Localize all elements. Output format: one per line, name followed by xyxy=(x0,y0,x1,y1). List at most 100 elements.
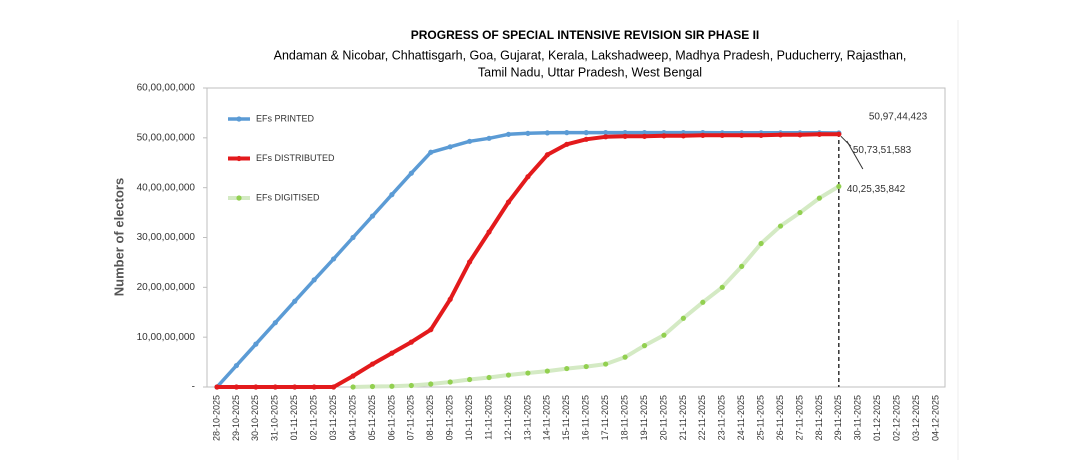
x-tick-label: 06-11-2025 xyxy=(386,395,396,440)
data-point xyxy=(350,384,356,390)
data-point xyxy=(719,284,725,290)
x-tick-label: 20-11-2025 xyxy=(658,395,668,440)
chart-subtitle: Andaman & Nicobar, Chhattisgarh, Goa, Gu… xyxy=(274,48,907,62)
x-tick-label: 21-11-2025 xyxy=(678,395,688,440)
data-point xyxy=(505,199,512,205)
data-point xyxy=(447,144,453,150)
x-tick-label: 01-12-2025 xyxy=(872,395,882,441)
data-point xyxy=(447,296,453,302)
x-tick-label: 17-11-2025 xyxy=(600,395,610,440)
data-point xyxy=(583,130,589,136)
data-point xyxy=(797,132,803,138)
x-tick-label: 24-11-2025 xyxy=(736,395,746,440)
x-tick-label: 01-11-2025 xyxy=(289,395,299,440)
x-tick-label: 03-12-2025 xyxy=(911,395,921,441)
data-point xyxy=(622,133,628,139)
data-point xyxy=(544,130,550,136)
x-tick-label: 28-10-2025 xyxy=(211,395,221,441)
x-tick-label: 13-11-2025 xyxy=(522,395,532,440)
legend-marker xyxy=(236,195,242,201)
x-tick-label: 07-11-2025 xyxy=(406,395,416,440)
series-line xyxy=(352,184,840,389)
data-point xyxy=(603,130,609,136)
data-point xyxy=(622,130,628,136)
leader-line xyxy=(840,135,852,147)
data-point xyxy=(641,133,648,139)
chart-title: PROGRESS OF SPECIAL INTENSIVE REVISION S… xyxy=(411,28,760,42)
data-point xyxy=(505,131,512,137)
data-point xyxy=(467,259,473,265)
legend-label: EFs DIGITISED xyxy=(256,192,320,202)
data-point xyxy=(428,327,434,333)
x-tick-label: 18-11-2025 xyxy=(619,395,629,440)
data-point xyxy=(389,383,395,389)
x-tick-label: 25-11-2025 xyxy=(755,395,765,440)
data-point xyxy=(350,373,356,379)
y-tick-label: 30,00,00,000 xyxy=(137,232,196,243)
data-point xyxy=(700,299,706,305)
x-tick-label: 26-11-2025 xyxy=(775,395,785,440)
x-tick-label: 15-11-2025 xyxy=(561,395,571,440)
y-tick-label: 40,00,00,000 xyxy=(137,182,196,193)
x-tick-label: 03-11-2025 xyxy=(328,395,338,440)
y-axis-label: Number of electors xyxy=(111,178,126,296)
data-point xyxy=(583,363,589,370)
data-point xyxy=(797,209,803,216)
data-point xyxy=(816,195,823,201)
data-point xyxy=(564,141,570,147)
data-point xyxy=(214,384,220,390)
x-tick-label: 02-12-2025 xyxy=(892,395,902,441)
data-point xyxy=(467,376,473,383)
data-point xyxy=(369,383,376,390)
data-point xyxy=(603,361,609,367)
leader-line xyxy=(846,140,864,170)
data-point xyxy=(467,138,473,144)
data-point xyxy=(661,133,667,139)
data-point xyxy=(253,384,259,390)
x-tick-label: 22-11-2025 xyxy=(697,395,707,440)
data-point xyxy=(680,315,686,321)
data-point xyxy=(369,213,376,219)
data-point xyxy=(836,183,842,190)
x-tick-label: 02-11-2025 xyxy=(309,395,319,440)
data-point xyxy=(428,149,434,155)
x-tick-label: 11-11-2025 xyxy=(483,395,493,440)
data-point xyxy=(758,132,764,138)
data-point xyxy=(486,229,492,235)
data-point xyxy=(758,240,764,247)
x-tick-label: 16-11-2025 xyxy=(581,395,591,440)
data-point xyxy=(525,130,531,136)
data-point xyxy=(603,134,609,140)
x-tick-label: 12-11-2025 xyxy=(503,395,513,440)
legend-label: EFs PRINTED xyxy=(256,113,315,123)
x-tick-label: 10-11-2025 xyxy=(464,395,474,440)
data-point xyxy=(719,132,725,138)
data-point xyxy=(389,350,395,356)
x-tick-label: 04-12-2025 xyxy=(930,395,940,441)
data-point xyxy=(272,320,278,326)
data-point xyxy=(777,132,784,138)
legend-marker xyxy=(236,116,242,122)
data-point xyxy=(525,370,531,376)
chart-subtitle: Tamil Nadu, Uttar Pradesh, West Bengal xyxy=(478,65,702,79)
data-point xyxy=(272,384,278,390)
data-point xyxy=(622,354,628,360)
data-point xyxy=(408,382,414,389)
x-tick-label: 29-10-2025 xyxy=(231,395,241,441)
data-point xyxy=(292,384,298,390)
data-point xyxy=(544,368,550,374)
data-point xyxy=(583,136,589,142)
x-tick-label: 31-10-2025 xyxy=(270,395,280,441)
data-point xyxy=(233,362,240,369)
y-tick-label: 60,00,00,000 xyxy=(137,83,196,94)
data-point xyxy=(408,339,414,345)
data-label: 40,25,35,842 xyxy=(847,184,906,195)
data-point xyxy=(641,130,648,136)
x-tick-label: 29-11-2025 xyxy=(833,395,843,440)
data-point xyxy=(680,133,686,139)
data-label: 50,97,44,423 xyxy=(869,112,928,123)
data-point xyxy=(389,192,395,198)
data-point xyxy=(311,277,317,283)
y-tick-label: - xyxy=(192,382,195,393)
data-point xyxy=(428,381,434,387)
